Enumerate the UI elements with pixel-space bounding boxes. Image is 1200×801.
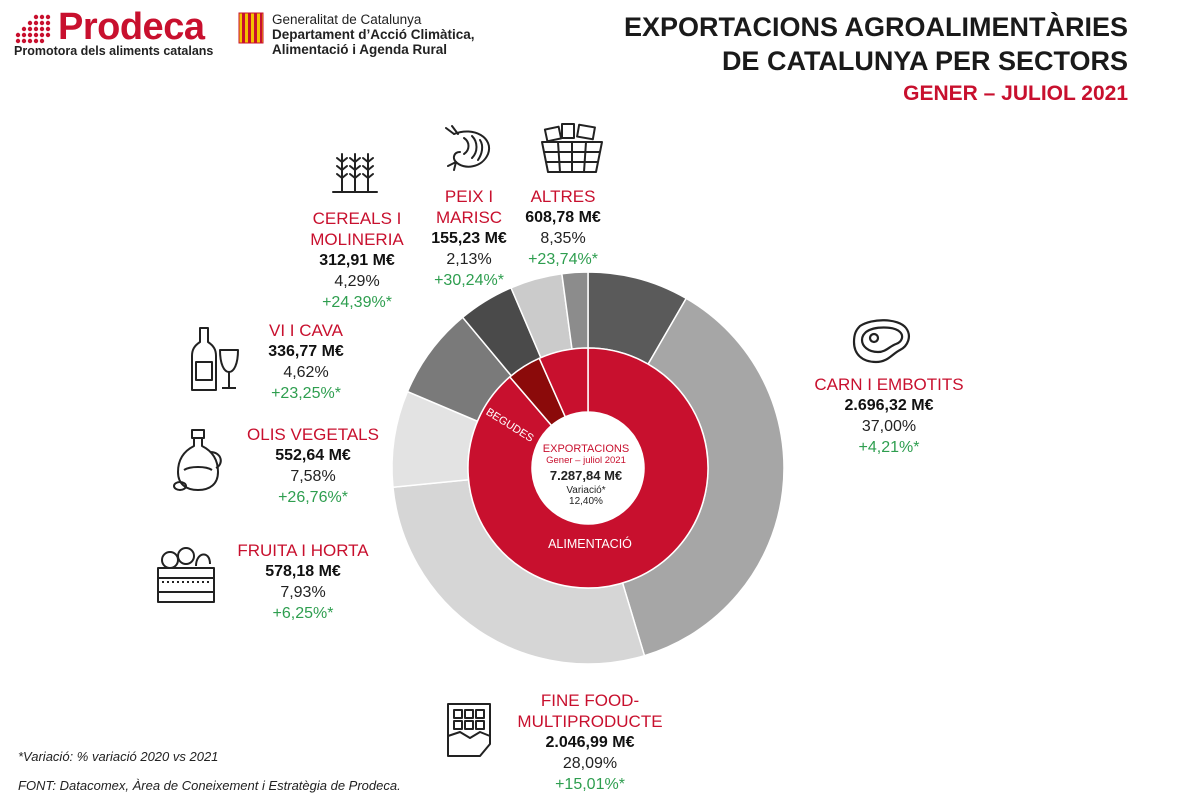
sector-share: 7,93%: [280, 584, 326, 601]
shrimp-icon: [445, 125, 491, 171]
center-total: EXPORTACIONS Gener – juliol 2021 7.287,8…: [528, 443, 644, 507]
center-total-value: 7.287,84 M€: [549, 468, 623, 483]
sector-label-finefood: FINE FOOD- MULTIPRODUCTE 2.046,99 M€ 28,…: [500, 690, 680, 795]
sector-name: OLIS VEGETALS: [247, 425, 379, 444]
oil-bottle-icon: [173, 429, 222, 491]
center-line-2: Gener – juliol 2021: [546, 455, 626, 466]
center-hole: [532, 412, 644, 524]
sector-label-fruita: FRUITA I HORTA 578,18 M€ 7,93% +6,25%*: [220, 540, 386, 624]
sector-share: 37,00%: [861, 418, 917, 435]
sector-name-line-1: CEREALS I: [312, 209, 402, 228]
sector-value: 336,77 M€: [268, 343, 344, 360]
sector-label-peix: PEIX I MARISC 155,23 M€ 2,13% +30,24%*: [414, 186, 524, 291]
sector-change: +23,25%*: [271, 385, 341, 402]
sector-label-altres: ALTRES 608,78 M€ 8,35% +23,74%*: [508, 186, 618, 270]
sector-change: +4,21%*: [858, 439, 920, 456]
sector-share: 4,62%: [283, 364, 329, 381]
sector-name: VI I CAVA: [268, 321, 343, 340]
government-department: Generalitat de Catalunya Departament d’A…: [272, 12, 475, 57]
vegetable-crate-icon: [157, 547, 215, 603]
wheat-icon: [332, 153, 378, 193]
sector-share: 7,58%: [290, 468, 336, 485]
wine-icon: [191, 327, 239, 391]
sector-value: 2.046,99 M€: [545, 734, 635, 751]
footnote: *Variació: % variació 2020 vs 2021: [18, 749, 219, 764]
sector-name-line-1: PEIX I: [444, 187, 494, 206]
sector-name-line-2: MOLINERIA: [310, 230, 404, 249]
brand-tagline: Promotora dels aliments catalans: [14, 44, 214, 58]
chocolate-bar-icon: [447, 703, 491, 757]
sector-label-carn: CARN I EMBOTITS 2.696,32 M€ 37,00% +4,21…: [796, 374, 982, 458]
sector-label-cereals: CEREALS I MOLINERIA 312,91 M€ 4,29% +24,…: [292, 208, 422, 313]
picnic-basket-icon: [541, 123, 603, 173]
sector-change: +15,01%*: [555, 776, 625, 793]
sector-name-line-2: MARISC: [435, 208, 503, 227]
sector-name: ALTRES: [530, 187, 596, 206]
gov-line-2: Departament d’Acció Climàtica,: [272, 27, 475, 42]
sector-name-line-1: FINE FOOD-: [540, 691, 640, 710]
gov-line-3: Alimentació i Agenda Rural: [272, 42, 448, 57]
inner-ring: [467, 347, 709, 589]
brand-name: Prodeca: [58, 6, 205, 48]
sector-change: +26,76%*: [278, 489, 348, 506]
center-variation-label: Variació*: [566, 485, 606, 496]
sector-share: 4,29%: [334, 273, 380, 290]
period-subtitle: GENER – JULIOL 2021: [903, 82, 1128, 105]
sector-name: FRUITA I HORTA: [237, 541, 369, 560]
sector-value: 155,23 M€: [431, 230, 507, 247]
center-variation-value: 12,40%: [569, 496, 603, 507]
sector-name-line-2: MULTIPRODUCTE: [517, 712, 663, 731]
sector-value: 312,91 M€: [319, 252, 395, 269]
page-title: EXPORTACIONS AGROALIMENTÀRIES DE CATALUN…: [624, 10, 1128, 78]
inner-label-alimentacio: ALIMENTACIÓ: [548, 536, 632, 551]
sector-name: CARN I EMBOTITS: [814, 375, 964, 394]
title-line-2: DE CATALUNYA PER SECTORS: [721, 46, 1128, 76]
sector-change: +24,39%*: [322, 294, 392, 311]
generalitat-logo: [238, 12, 264, 44]
center-line-1: EXPORTACIONS: [542, 443, 630, 455]
sector-label-olis: OLIS VEGETALS 552,64 M€ 7,58% +26,76%*: [228, 424, 398, 508]
sector-share: 28,09%: [562, 755, 618, 772]
outer-ring: [391, 271, 785, 665]
sector-value: 2.696,32 M€: [844, 397, 934, 414]
sector-value: 578,18 M€: [265, 563, 341, 580]
sector-value: 608,78 M€: [525, 209, 601, 226]
sector-share: 8,35%: [540, 230, 586, 247]
prodeca-logo-mark: [15, 14, 51, 44]
sector-label-vi: VI I CAVA 336,77 M€ 4,62% +23,25%*: [244, 320, 368, 404]
title-line-1: EXPORTACIONS AGROALIMENTÀRIES: [623, 12, 1128, 42]
sector-share: 2,13%: [446, 251, 492, 268]
steak-icon: [852, 319, 910, 364]
sector-change: +6,25%*: [272, 605, 334, 622]
sector-change: +23,74%*: [528, 251, 598, 268]
sector-change: +30,24%*: [434, 272, 504, 289]
gov-line-1: Generalitat de Catalunya: [272, 12, 422, 27]
source-note: FONT: Datacomex, Àrea de Coneixement i E…: [18, 778, 401, 793]
sector-value: 552,64 M€: [275, 447, 351, 464]
